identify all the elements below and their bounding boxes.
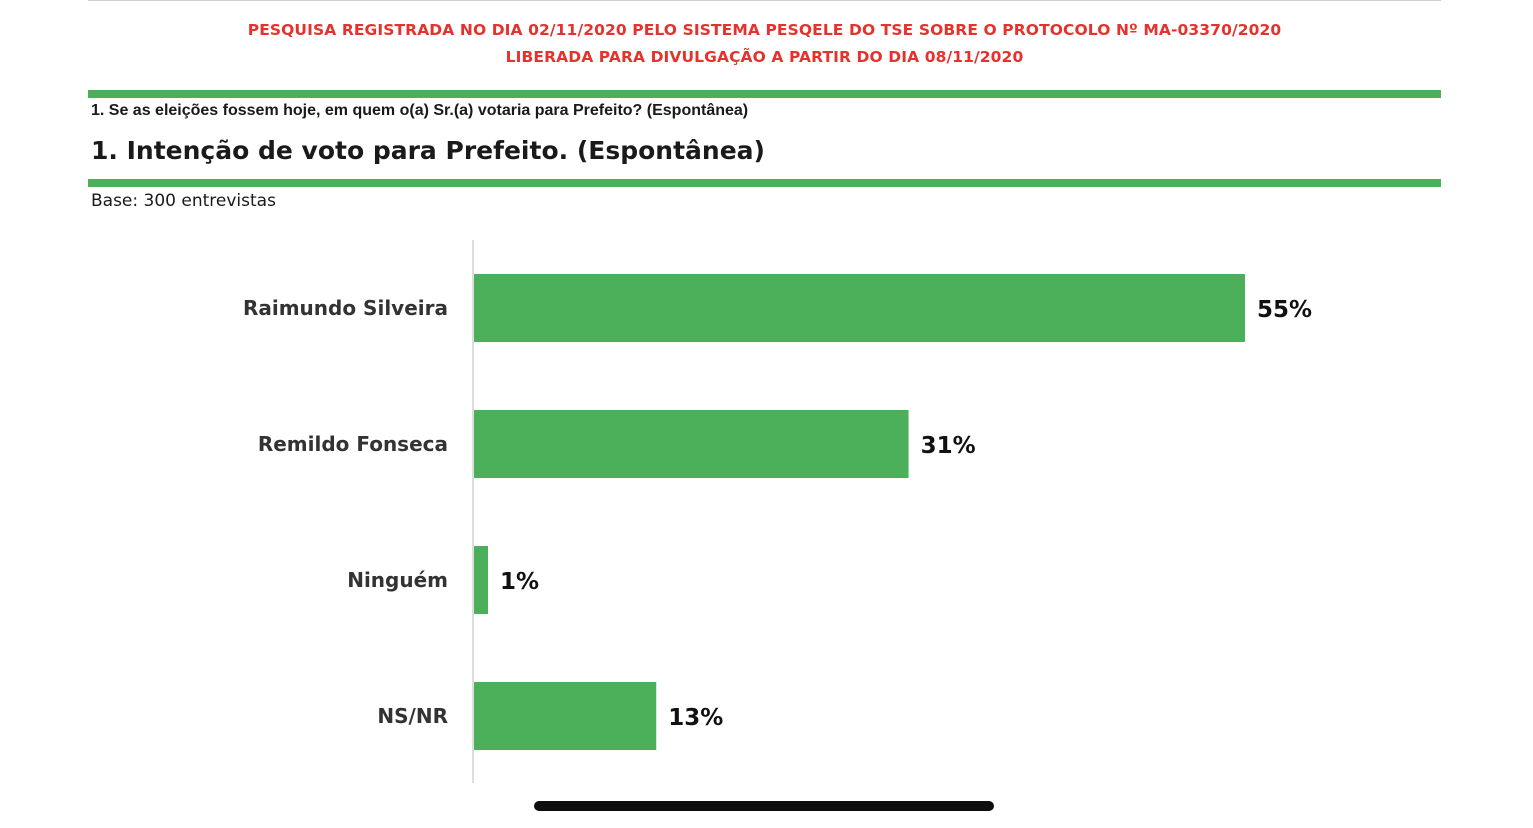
value-label-3: 13%	[668, 705, 723, 731]
chart-title: 1. Intenção de voto para Prefeito. (Espo…	[91, 136, 765, 165]
category-label-1: Remildo Fonseca	[258, 432, 448, 456]
value-label-0: 55%	[1257, 297, 1312, 323]
value-label-1: 31%	[921, 433, 976, 459]
top-divider	[88, 0, 1441, 1]
bar-2	[474, 546, 489, 614]
bar-3	[474, 682, 657, 750]
section-rule-top	[88, 90, 1441, 98]
value-label-2: 1%	[500, 569, 539, 595]
home-indicator[interactable]	[534, 801, 994, 811]
survey-question: 1. Se as eleições fossem hoje, em quem o…	[91, 102, 749, 119]
registration-notice: PESQUISA REGISTRADA NO DIA 02/11/2020 PE…	[247, 21, 1282, 39]
bar-1	[474, 410, 909, 478]
category-label-3: NS/NR	[377, 704, 448, 728]
sample-base: Base: 300 entrevistas	[91, 191, 276, 211]
category-label-0: Raimundo Silveira	[243, 296, 448, 320]
category-label-2: Ninguém	[347, 568, 448, 592]
section-rule-bottom	[88, 179, 1441, 187]
release-notice: LIBERADA PARA DIVULGAÇÃO A PARTIR DO DIA…	[505, 48, 1024, 66]
bar-0	[474, 274, 1245, 342]
